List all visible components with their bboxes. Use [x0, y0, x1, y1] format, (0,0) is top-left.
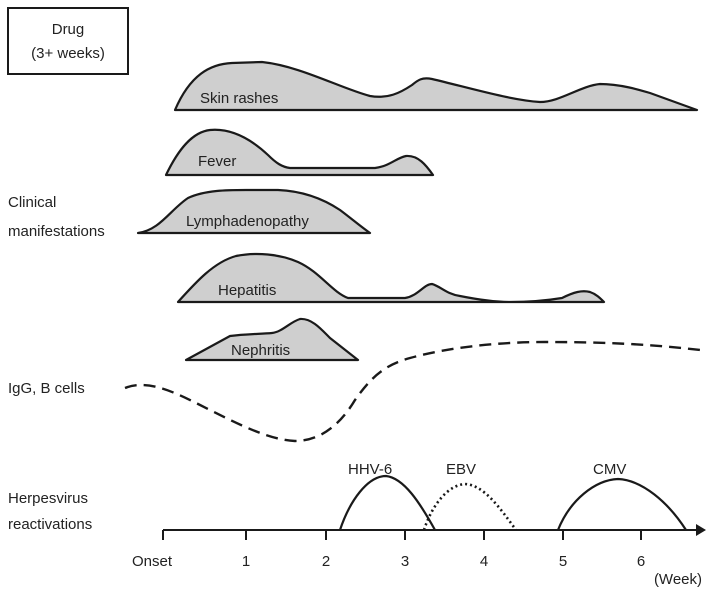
- axis-tick-label: 3: [401, 553, 409, 570]
- axis-tick-label: 4: [480, 553, 488, 570]
- lymphadenopathy-shape: [136, 188, 372, 235]
- hepatitis-curve: Hepatitis: [176, 252, 606, 304]
- herpes-label-line2: reactivations: [8, 516, 92, 533]
- axis-tick-label: 5: [559, 553, 567, 570]
- axis-tick-label: Onset: [132, 553, 173, 570]
- ebv-curve: [422, 482, 518, 531]
- fever-shape: [164, 128, 435, 177]
- herpes-label-line1: Herpesvirus: [8, 490, 88, 507]
- clinical-label-line1: Clinical: [8, 194, 56, 211]
- hepatitis-shape: [176, 252, 606, 304]
- skin-rashes-curve: Skin rashes: [173, 60, 699, 112]
- lymphadenopathy-label: Lymphadenopathy: [186, 213, 309, 230]
- ebv-label: EBV: [446, 461, 476, 478]
- drug-label: Drug: [52, 21, 85, 38]
- hhv6-label: HHV-6: [348, 461, 392, 478]
- drug-box-frame: [7, 7, 129, 75]
- igg-b-cells-curve: [124, 340, 701, 443]
- skin-rashes-shape: [173, 60, 699, 112]
- axis-tick-label: 2: [322, 553, 330, 570]
- fever-label: Fever: [198, 153, 236, 170]
- hepatitis-label: Hepatitis: [218, 282, 276, 299]
- skin-rashes-label: Skin rashes: [200, 90, 278, 107]
- axis-unit-label: (Week): [654, 571, 702, 588]
- clinical-label-line2: manifestations: [8, 223, 105, 240]
- igg-label: IgG, B cells: [8, 380, 85, 397]
- axis-tick-label: 6: [637, 553, 645, 570]
- drug-duration-label: (3+ weeks): [31, 45, 105, 62]
- nephritis-label: Nephritis: [231, 342, 290, 359]
- lymphadenopathy-curve: Lymphadenopathy: [136, 188, 372, 235]
- cmv-curve: [556, 477, 687, 531]
- axis-tick-label: 1: [242, 553, 250, 570]
- nephritis-curve: Nephritis: [184, 317, 360, 362]
- fever-curve: Fever: [164, 128, 435, 177]
- axis-arrowhead: [696, 524, 706, 536]
- time-axis: Onset 1 2 3 4 5 6 (Week): [132, 524, 706, 588]
- drug-box: Drug (3+ weeks): [7, 7, 129, 75]
- cmv-label: CMV: [593, 461, 626, 478]
- hhv6-curve: [338, 474, 436, 531]
- nephritis-shape: [184, 317, 360, 362]
